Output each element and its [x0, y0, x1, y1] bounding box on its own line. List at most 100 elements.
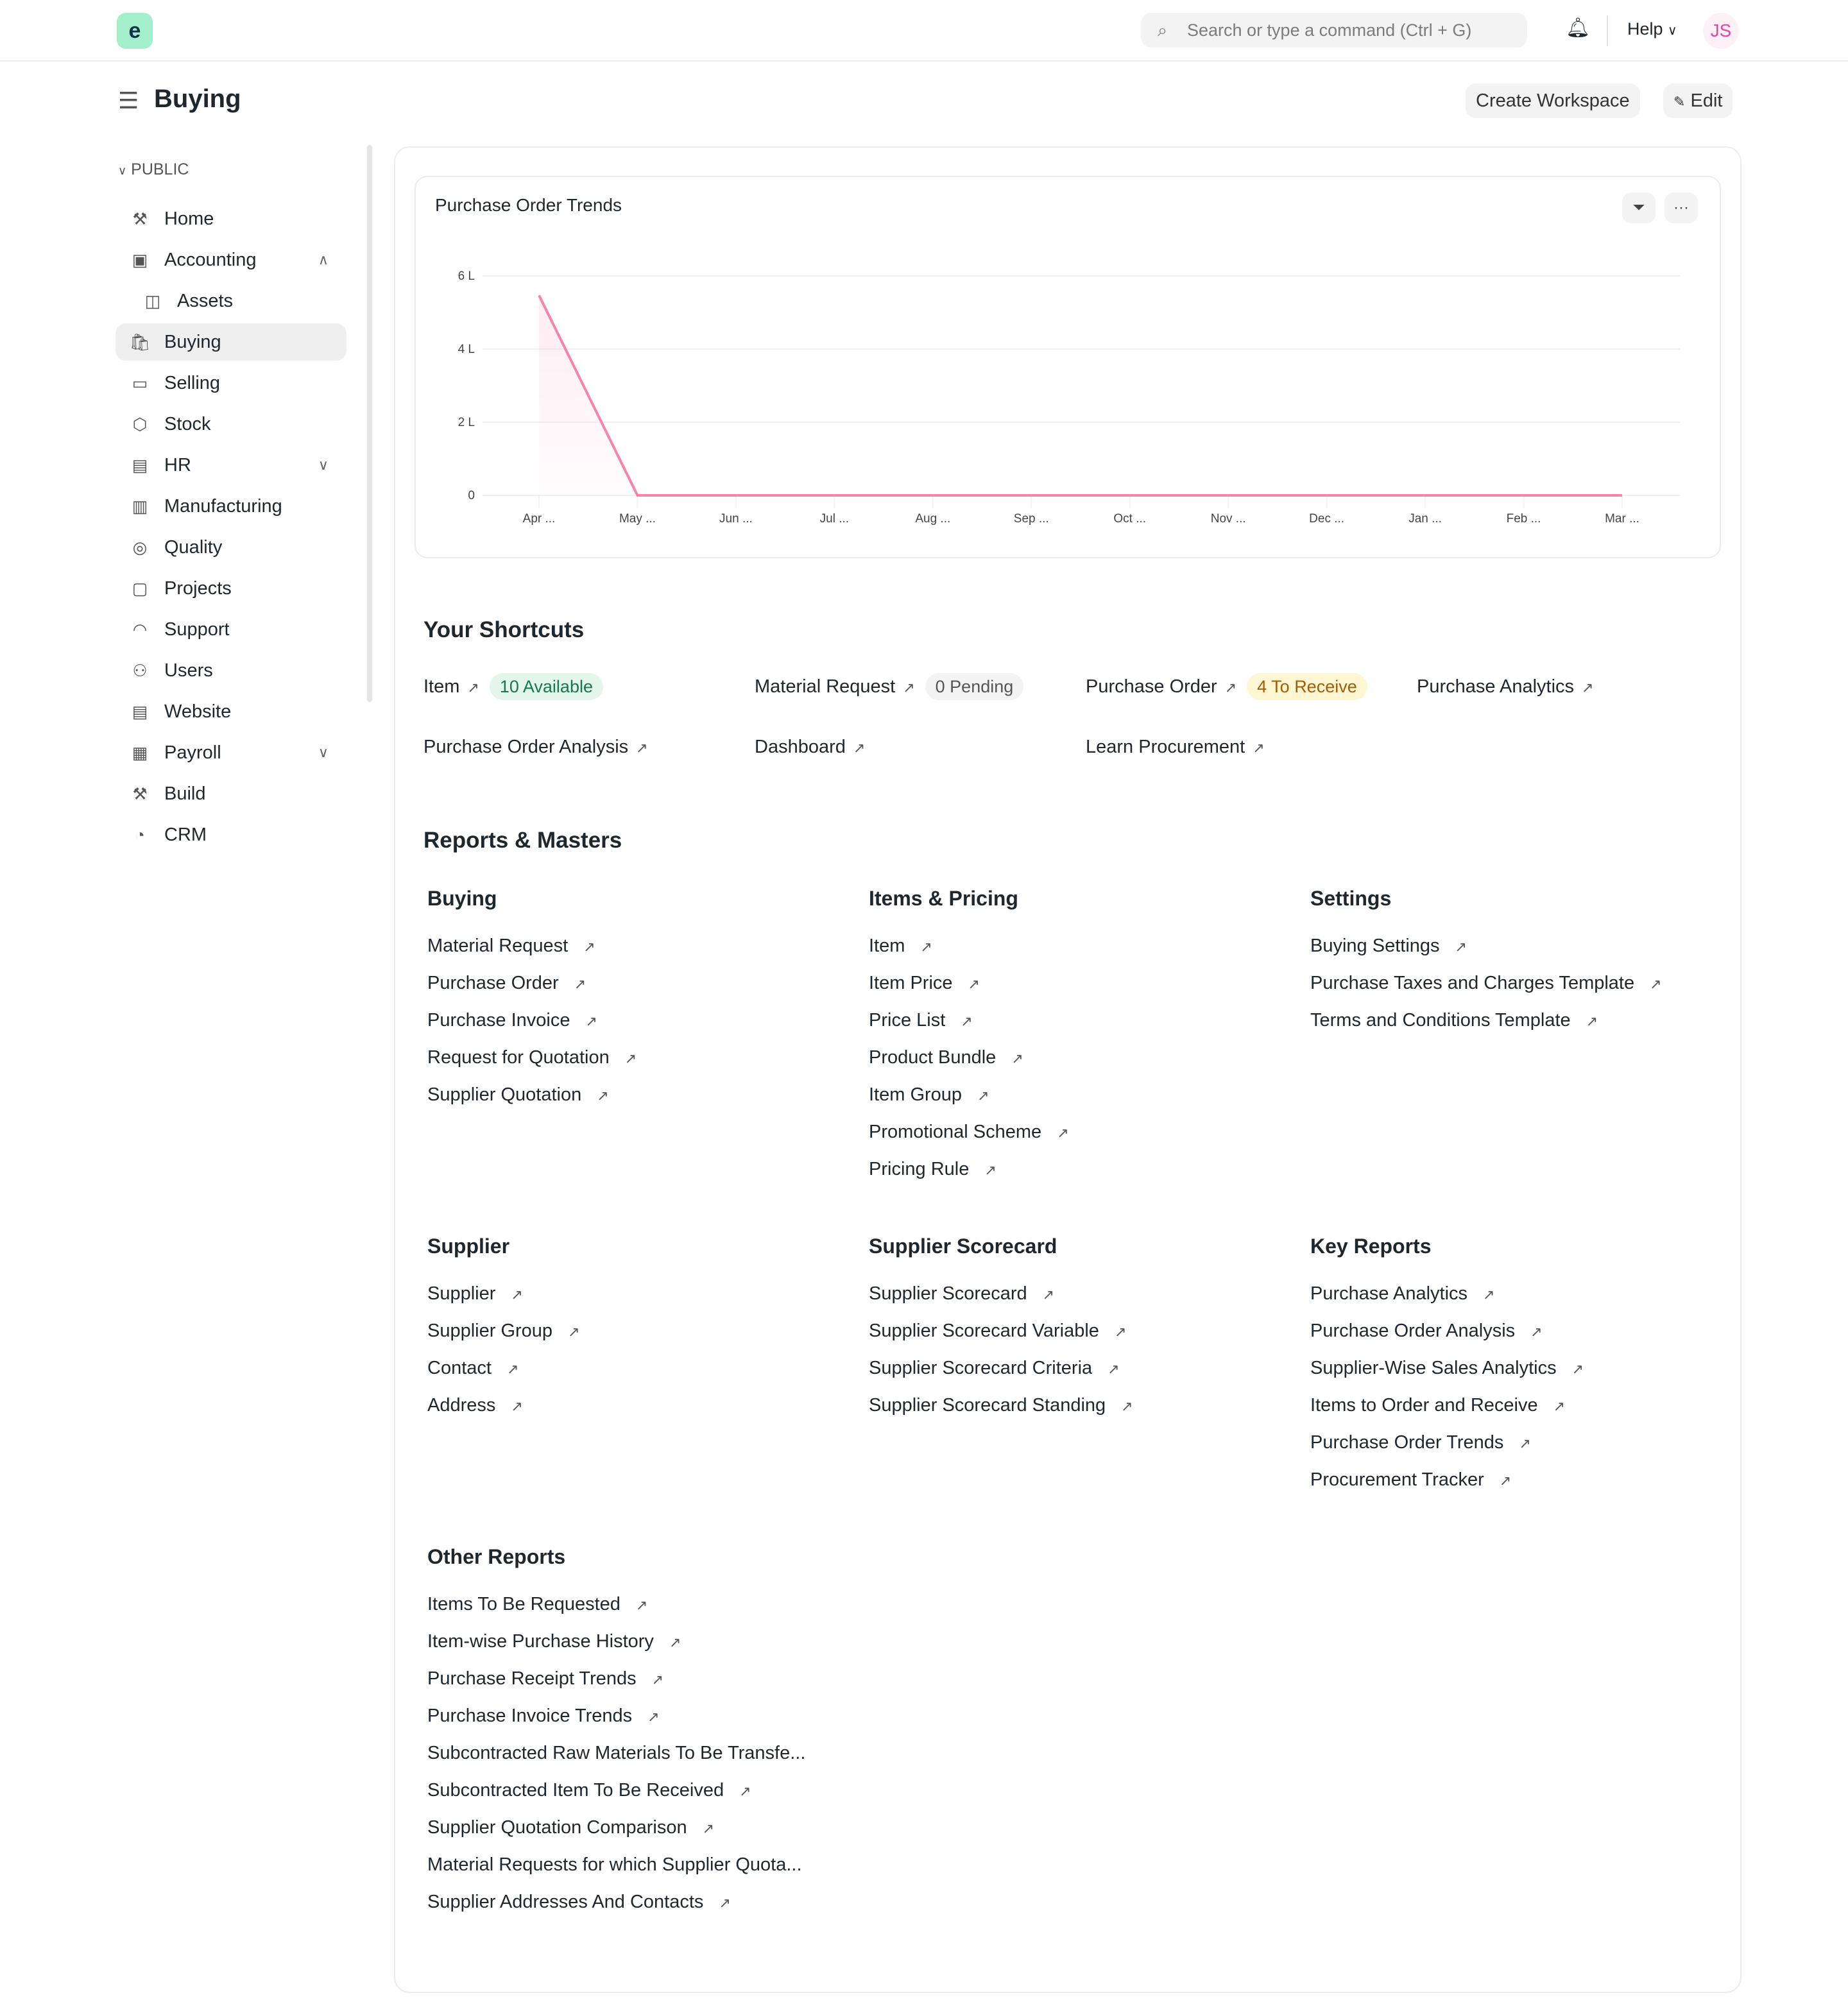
sidebar-item-crm[interactable]: ◔ CRM: [116, 816, 346, 853]
sidebar-section-public[interactable]: ∨ PUBLIC: [118, 160, 189, 179]
report-link[interactable]: Purchase Order Analysis ↗: [1310, 1321, 1553, 1342]
report-link[interactable]: Promotional Scheme ↗: [869, 1122, 1079, 1143]
report-link[interactable]: Supplier Quotation Comparison ↗: [427, 1817, 724, 1838]
sidebar-item-label: Support: [164, 619, 230, 640]
sidebar-item-hr[interactable]: ▤ HR ∨: [116, 447, 346, 484]
report-link[interactable]: Supplier Addresses And Contacts ↗: [427, 1892, 741, 1913]
report-link[interactable]: Request for Quotation ↗: [427, 1047, 647, 1068]
app-logo[interactable]: e: [117, 13, 153, 49]
report-link[interactable]: Item-wise Purchase History ↗: [427, 1631, 691, 1652]
sidebar-item-website[interactable]: ▤ Website: [116, 693, 346, 730]
sidebar-item-projects[interactable]: ▢ Projects: [116, 570, 346, 607]
sidebar-item-home[interactable]: ⚒ Home: [116, 200, 346, 237]
report-link[interactable]: Material Request ↗: [427, 936, 606, 957]
help-dropdown[interactable]: Help ∨: [1627, 19, 1677, 39]
accounting-icon: ▣: [132, 250, 148, 270]
report-link[interactable]: Supplier Group ↗: [427, 1321, 590, 1342]
sidebar-item-quality[interactable]: ◎ Quality: [116, 529, 346, 566]
sidebar-item-label: Payroll: [164, 742, 221, 763]
sidebar-item-assets[interactable]: ◫ Assets: [116, 282, 346, 320]
arrow-up-right-icon: ↗: [1519, 1435, 1531, 1451]
report-link[interactable]: Supplier Scorecard Standing ↗: [869, 1395, 1143, 1416]
chevron-down-icon[interactable]: ∨: [318, 457, 329, 473]
avatar[interactable]: JS: [1703, 13, 1739, 49]
report-link[interactable]: Purchase Taxes and Charges Template ↗: [1310, 973, 1672, 994]
sidebar-item-build[interactable]: ⚒ Build: [116, 775, 346, 812]
sidebar-item-selling[interactable]: ▭ Selling: [116, 364, 346, 402]
x-tick-label: Nov ...: [1211, 512, 1246, 526]
report-link[interactable]: Supplier Quotation ↗: [427, 1084, 619, 1106]
card-title: Buying: [427, 887, 497, 910]
report-link[interactable]: Purchase Invoice ↗: [427, 1010, 608, 1031]
report-link[interactable]: Subcontracted Raw Materials To Be Transf…: [427, 1743, 805, 1764]
shortcut-dashboard[interactable]: Dashboard ↗: [755, 733, 875, 761]
report-link[interactable]: Procurement Tracker ↗: [1310, 1469, 1521, 1491]
chart-card: Purchase Order Trends ⏷ ··· 0 2 L 4 L 6 L Ap…: [415, 176, 1721, 558]
report-link[interactable]: Supplier ↗: [427, 1283, 533, 1305]
report-link[interactable]: Item ↗: [869, 936, 943, 957]
x-tick-label: Apr ...: [523, 512, 556, 526]
report-link[interactable]: Purchase Invoice Trends ↗: [427, 1706, 670, 1727]
report-link[interactable]: Supplier Scorecard ↗: [869, 1283, 1065, 1305]
chevron-up-icon[interactable]: ∧: [318, 252, 329, 268]
link-label: Purchase Order Trends: [1310, 1432, 1504, 1453]
shortcut-purchase-order[interactable]: Purchase Order ↗ 4 To Receive: [1086, 672, 1367, 701]
arrow-up-right-icon: ↗: [583, 939, 595, 955]
report-link[interactable]: Items To Be Requested ↗: [427, 1594, 658, 1615]
report-link[interactable]: Purchase Order ↗: [427, 973, 596, 994]
report-link[interactable]: Supplier Scorecard Variable ↗: [869, 1321, 1136, 1342]
shortcut-item[interactable]: Item ↗ 10 Available: [424, 672, 603, 701]
report-link[interactable]: Price List ↗: [869, 1010, 983, 1031]
create-workspace-button[interactable]: Create Workspace: [1466, 83, 1640, 118]
report-link[interactable]: Purchase Analytics ↗: [1310, 1283, 1505, 1305]
sidebar-item-users[interactable]: ⚇ Users: [116, 652, 346, 689]
search-input[interactable]: Search or type a command (Ctrl + G): [1187, 21, 1472, 40]
sidebar-item-buying[interactable]: 🛍︎ Buying: [116, 323, 346, 361]
report-link[interactable]: Supplier-Wise Sales Analytics ↗: [1310, 1358, 1594, 1379]
report-link[interactable]: Product Bundle ↗: [869, 1047, 1034, 1068]
x-tick-label: Dec ...: [1309, 512, 1344, 526]
bell-icon[interactable]: 🔔︎: [1566, 17, 1591, 38]
report-link[interactable]: Address ↗: [427, 1395, 533, 1416]
arrow-up-right-icon: ↗: [1455, 939, 1467, 955]
report-link[interactable]: Supplier Scorecard Criteria ↗: [869, 1358, 1130, 1379]
report-link[interactable]: Subcontracted Item To Be Received ↗: [427, 1780, 762, 1801]
chevron-down-icon[interactable]: ∨: [318, 744, 329, 760]
more-options-icon[interactable]: ···: [1664, 193, 1698, 223]
link-label: Item: [869, 936, 905, 956]
edit-button[interactable]: ✎ Edit: [1663, 83, 1733, 118]
report-link[interactable]: Terms and Conditions Template ↗: [1310, 1010, 1608, 1031]
arrow-up-right-icon: ↗: [903, 680, 915, 696]
sidebar-item-stock[interactable]: ⬡ Stock: [116, 406, 346, 443]
report-link[interactable]: Pricing Rule ↗: [869, 1159, 1007, 1180]
search-bar[interactable]: ⌕ Search or type a command (Ctrl + G): [1141, 13, 1527, 47]
report-link[interactable]: Contact ↗: [427, 1358, 529, 1379]
users-icon: ⚇: [132, 661, 148, 680]
sidebar-item-manufacturing[interactable]: ▥ Manufacturing: [116, 488, 346, 525]
sidebar-item-payroll[interactable]: ▦ Payroll ∨: [116, 734, 346, 771]
report-link[interactable]: Purchase Order Trends ↗: [1310, 1432, 1541, 1453]
report-link[interactable]: Item Price ↗: [869, 973, 990, 994]
shortcut-purchase-order-analysis[interactable]: Purchase Order Analysis ↗: [424, 733, 658, 761]
report-link[interactable]: Buying Settings ↗: [1310, 936, 1477, 957]
shortcuts-heading: Your Shortcuts: [424, 617, 585, 642]
shortcut-material-request[interactable]: Material Request ↗ 0 Pending: [755, 672, 1024, 701]
status-badge: 0 Pending: [925, 673, 1024, 700]
arrow-up-right-icon: ↗: [568, 1324, 580, 1340]
report-link[interactable]: Material Requests for which Supplier Quo…: [427, 1854, 802, 1876]
buying-icon: 🛍︎: [129, 332, 151, 352]
filter-icon[interactable]: ⏷: [1622, 193, 1656, 223]
shortcut-purchase-analytics[interactable]: Purchase Analytics ↗: [1417, 672, 1604, 701]
shortcut-learn-procurement[interactable]: Learn Procurement ↗: [1086, 733, 1275, 761]
report-link[interactable]: Item Group ↗: [869, 1084, 1000, 1106]
sidebar-scrollbar[interactable]: [367, 145, 372, 702]
sidebar-item-accounting[interactable]: ▣ Accounting ∧: [116, 241, 346, 278]
report-link[interactable]: Purchase Receipt Trends ↗: [427, 1668, 674, 1690]
link-label: Item Price: [869, 973, 953, 993]
menu-icon[interactable]: ☰: [118, 87, 139, 114]
report-link[interactable]: Items to Order and Receive ↗: [1310, 1395, 1575, 1416]
y-tick-label: 4 L: [458, 343, 475, 356]
link-label: Contact: [427, 1358, 492, 1378]
sidebar-item-support[interactable]: ◠ Support: [116, 611, 346, 648]
sidebar-item-label: Selling: [164, 373, 221, 393]
